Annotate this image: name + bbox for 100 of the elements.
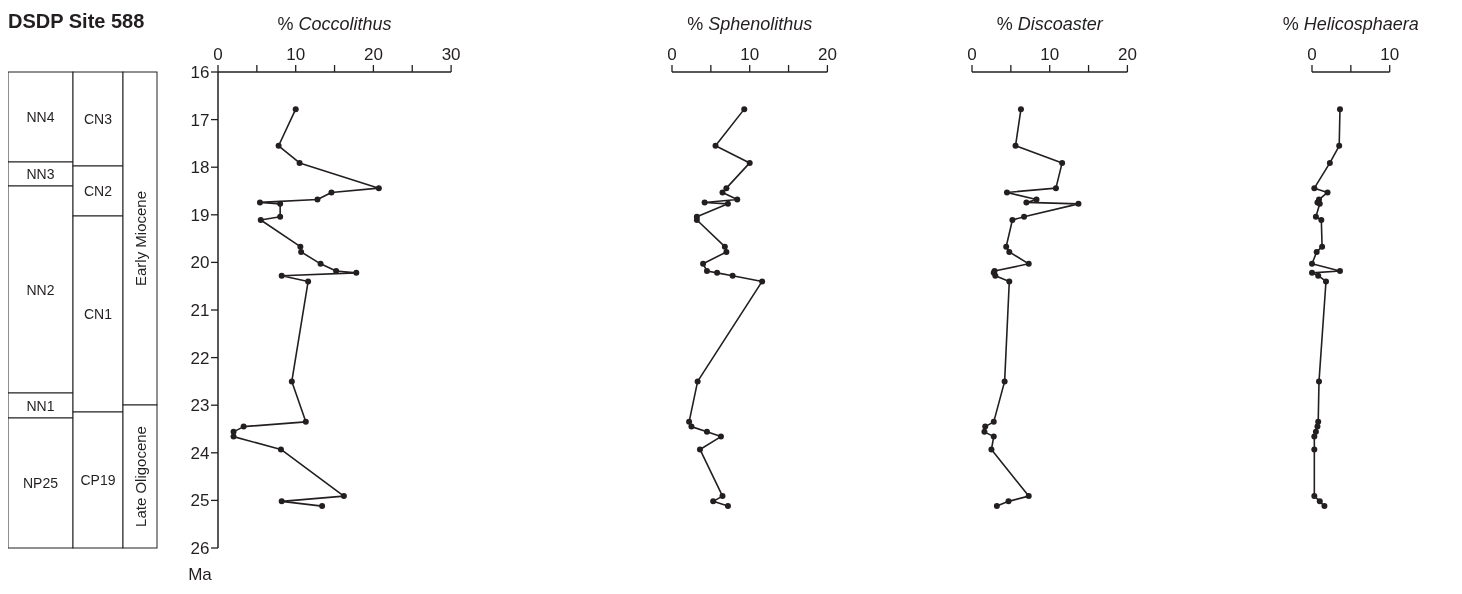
x-tick-label: 20 [817, 45, 837, 64]
point [302, 418, 309, 425]
point [1315, 418, 1322, 425]
text: Late Oligocene [132, 426, 149, 527]
text: CN3 [83, 111, 113, 127]
point [317, 260, 324, 267]
point [277, 200, 284, 207]
text: Early Miocene [132, 190, 149, 287]
point [993, 503, 1000, 510]
point [724, 200, 731, 207]
point [693, 217, 700, 224]
y-tick-label: 16 [190, 63, 210, 82]
point [277, 213, 284, 220]
point [712, 142, 719, 149]
x-axis-title: % Helicosphaera [1282, 14, 1419, 34]
point [1336, 106, 1343, 113]
point [230, 433, 237, 440]
point [1313, 248, 1320, 255]
point [319, 503, 326, 510]
y-tick-label: 26 [190, 539, 210, 558]
point [353, 269, 360, 276]
point [1311, 185, 1318, 192]
point [1319, 243, 1326, 250]
point [981, 428, 988, 435]
point [724, 503, 731, 510]
point [696, 446, 703, 453]
point [746, 159, 753, 166]
text: NN3 [26, 166, 55, 182]
text: NP25 [22, 475, 59, 491]
text: NN2 [26, 281, 55, 298]
y-tick-label: 22 [190, 348, 210, 368]
point [1326, 159, 1333, 166]
x-tick-label: 0 [667, 45, 677, 64]
y-tick-label: 20 [190, 253, 210, 273]
point [710, 498, 717, 505]
point [1312, 213, 1319, 220]
point [1311, 433, 1318, 440]
y-tick-label: 18 [190, 158, 210, 178]
point [333, 267, 340, 274]
point [278, 272, 285, 279]
point [1006, 278, 1013, 285]
point [296, 159, 303, 166]
x-tick-label: 10 [1040, 45, 1060, 64]
point [305, 278, 312, 285]
point [1318, 217, 1325, 224]
point [988, 446, 995, 453]
point [734, 196, 741, 203]
point [1006, 248, 1013, 255]
point [297, 243, 304, 250]
point [278, 498, 285, 505]
text: CP19 [80, 472, 116, 488]
point [340, 493, 347, 500]
y-tick-label: 25 [190, 491, 210, 511]
x-tick-label: 10 [1380, 45, 1400, 64]
point [719, 493, 726, 500]
point [298, 248, 305, 255]
point [990, 418, 997, 425]
point [1023, 199, 1030, 206]
x-axis-title: % Discoaster [996, 14, 1104, 34]
x-tick-label: 0 [213, 45, 223, 64]
point [1025, 260, 1032, 267]
x-tick-label: 30 [441, 45, 461, 64]
point [759, 278, 766, 285]
point [1001, 378, 1008, 385]
point [694, 378, 701, 385]
point [1309, 260, 1315, 267]
point [1315, 378, 1322, 385]
y-axis-title: Ma [188, 565, 213, 584]
point [328, 189, 335, 196]
y-tick-label: 23 [190, 396, 210, 416]
point [990, 433, 997, 440]
point [1336, 267, 1343, 274]
point [375, 185, 382, 192]
x-tick-label: 0 [967, 45, 977, 64]
point [1311, 446, 1318, 453]
text: CN2 [83, 183, 113, 199]
point [1003, 189, 1010, 196]
point [723, 248, 730, 255]
point [1311, 493, 1318, 500]
x-tick-label: 20 [1117, 45, 1137, 64]
point [1005, 498, 1012, 505]
point [1316, 498, 1323, 505]
point [1017, 106, 1024, 113]
point [1021, 213, 1028, 220]
point [240, 423, 247, 430]
point [1324, 189, 1331, 196]
point [1075, 200, 1082, 207]
y-tick-label: 21 [190, 301, 210, 320]
point [703, 267, 710, 274]
point [721, 243, 728, 250]
x-axis-title: % Sphenolithus [687, 14, 813, 34]
text: DSDP Site 588 [8, 10, 145, 32]
point [714, 269, 721, 276]
point [1052, 185, 1059, 192]
point [701, 199, 708, 206]
point [719, 189, 726, 196]
point [275, 142, 282, 149]
x-tick-label: 10 [286, 45, 306, 64]
point [292, 106, 299, 113]
y-tick-label: 17 [190, 110, 210, 130]
